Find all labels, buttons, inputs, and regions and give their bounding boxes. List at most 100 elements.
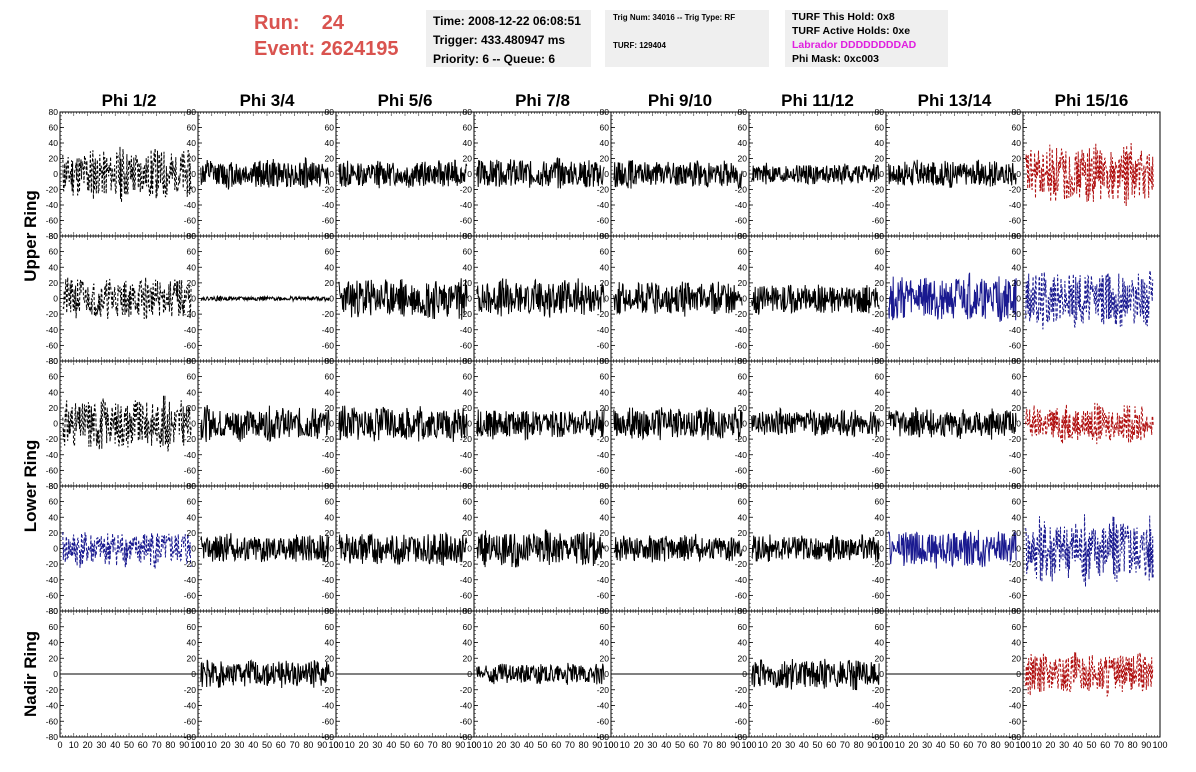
y-tick-label: -20 [184,559,197,569]
y-tick-label: -40 [460,200,473,210]
y-tick-label: 80 [463,356,473,366]
y-tick-label: 0 [742,169,747,179]
waveform-trace [200,405,330,443]
y-tick-label: 60 [738,247,748,257]
turf-this-hold-text: TURF This Hold: 0x8 [792,11,895,23]
y-tick-label: -20 [46,685,59,695]
y-tick-label: 20 [187,154,197,164]
y-tick-label: -60 [322,590,335,600]
waveform-trace [62,395,192,452]
y-tick-label: 20 [875,278,885,288]
y-tick-label: -80 [46,732,59,742]
waveform-trace [613,281,743,317]
y-tick-label: 20 [600,528,610,538]
y-tick-label: -60 [460,465,473,475]
y-tick-label: 80 [463,481,473,491]
y-tick-label: -40 [1009,450,1022,460]
y-tick-label: -60 [597,340,610,350]
waveform-trace [476,157,605,189]
y-tick-label: 40 [187,262,197,272]
y-tick-label: 0 [53,419,58,429]
y-tick-label: -20 [322,434,335,444]
y-tick-label: 60 [600,123,610,133]
y-tick-label: -20 [735,309,748,319]
y-tick-label: -20 [597,559,610,569]
y-tick-label: -60 [460,216,473,226]
y-tick-label: 80 [600,356,610,366]
y-tick-label: 60 [187,123,197,133]
y-tick-label: -20 [1009,309,1022,319]
y-tick-label: 60 [187,497,197,507]
y-tick-label: -20 [735,559,748,569]
run-event-box: Run: 24 Event: 2624195 [254,10,399,62]
waveform-trace [613,407,743,441]
waveform-trace [1025,402,1154,445]
waveform-trace [888,407,1017,440]
waveform-trace [62,277,192,320]
y-tick-label: 20 [738,154,748,164]
y-tick-label: 60 [1012,372,1022,382]
y-tick-label: 40 [875,138,885,148]
y-tick-label: -20 [184,434,197,444]
y-tick-label: 0 [604,294,609,304]
y-tick-label: 60 [325,497,335,507]
y-tick-label: 60 [875,372,885,382]
y-tick-label: 40 [49,262,59,272]
y-tick-label: -60 [872,340,885,350]
y-tick-label: 80 [325,481,335,491]
y-tick-label: 40 [875,262,885,272]
y-tick-label: -40 [597,325,610,335]
waveform-trace [476,528,605,568]
y-tick-label: 40 [600,387,610,397]
y-tick-label: -40 [46,575,59,585]
y-tick-label: -40 [322,450,335,460]
y-tick-label: -20 [1009,434,1022,444]
y-tick-label: -60 [46,716,59,726]
y-tick-label: 80 [738,356,748,366]
y-tick-label: 20 [187,278,197,288]
column-title: Phi 11/12 [781,91,854,110]
y-tick-label: -40 [184,575,197,585]
y-tick-label: -20 [735,434,748,444]
y-tick-label: 80 [875,356,885,366]
y-tick-label: 60 [463,497,473,507]
run-label: Run: [254,12,300,34]
y-tick-label: 60 [600,372,610,382]
y-tick-label: 40 [325,262,335,272]
waveform-trace [888,529,1017,569]
y-tick-label: -20 [872,309,885,319]
y-tick-label: 0 [604,419,609,429]
y-tick-label: 80 [738,107,748,117]
y-tick-label: 80 [187,481,197,491]
y-tick-label: -60 [735,465,748,475]
y-tick-label: -40 [872,200,885,210]
y-tick-label: 80 [49,231,59,241]
y-tick-label: 80 [1012,481,1022,491]
y-tick-label: 20 [738,528,748,538]
y-tick-label: 80 [325,107,335,117]
y-tick-label: -20 [46,309,59,319]
y-tick-label: 0 [1016,544,1021,554]
y-tick-label: 20 [325,528,335,538]
y-tick-label: 60 [1012,247,1022,257]
labrador-text: Labrador DDDDDDDDAD [792,39,917,51]
y-tick-label: 80 [875,231,885,241]
y-tick-label: -20 [46,559,59,569]
y-tick-label: -20 [597,309,610,319]
y-tick-label: 0 [742,294,747,304]
y-tick-label: -20 [872,434,885,444]
y-tick-label: 0 [879,294,884,304]
y-tick-label: -20 [460,559,473,569]
y-tick-label: 40 [187,138,197,148]
column-title: Phi 1/2 [102,91,157,110]
y-tick-label: 20 [187,403,197,413]
trigger-text: Trigger: 433.480947 ms [433,33,566,47]
y-tick-label: 20 [875,403,885,413]
y-tick-label: -60 [1009,590,1022,600]
y-tick-label: 40 [49,138,59,148]
y-tick-label: 40 [1012,512,1022,522]
y-tick-label: 40 [600,262,610,272]
y-tick-label: -60 [597,465,610,475]
y-tick-label: 20 [875,154,885,164]
